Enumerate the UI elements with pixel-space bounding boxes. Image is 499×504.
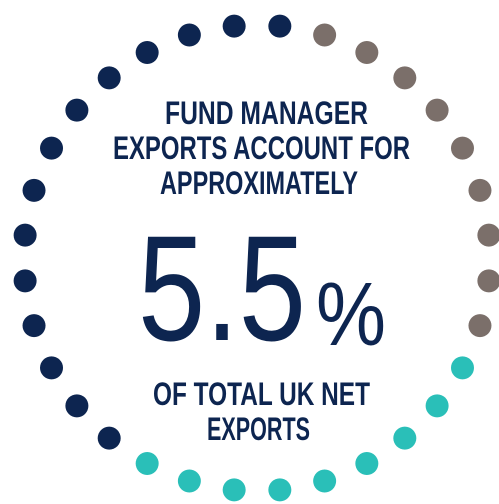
dot [22,178,46,202]
dot [425,98,449,122]
dot [450,136,474,160]
footer-line: EXPORTS [207,411,310,447]
dot [13,223,37,247]
figure-unit: % [316,265,386,365]
dot [355,41,379,65]
dot [97,66,121,90]
dot [65,98,89,122]
dot [222,14,246,38]
dot-ring [13,14,499,502]
dot [40,136,64,160]
dot [135,41,159,65]
dot [393,426,417,450]
dot [425,394,449,418]
dot [393,66,417,90]
dot [477,223,499,247]
dot [355,451,379,475]
dot [40,356,64,380]
dot [477,269,499,293]
dot [222,478,246,502]
dot [268,14,292,38]
dot [468,314,492,338]
footer-line: OF TOTAL UK NET [153,376,370,412]
heading-line: FUND MANAGER [165,95,368,131]
dot [313,469,337,493]
dot [313,23,337,47]
dot [97,426,121,450]
dot [268,478,292,502]
dot [65,394,89,418]
heading-line: APPROXIMATELY [160,165,358,201]
dot [22,314,46,338]
heading-line: EXPORTS ACCOUNT FOR [113,130,410,166]
dot [177,469,201,493]
dot [468,178,492,202]
dot [13,269,37,293]
dot [177,23,201,47]
dot [450,356,474,380]
dot [135,451,159,475]
figure-number: 5.5 [138,204,306,372]
